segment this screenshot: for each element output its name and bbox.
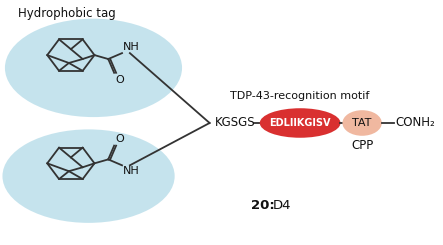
- Text: TDP-43-recognition motif: TDP-43-recognition motif: [230, 91, 370, 101]
- Text: EDLIIKGISV: EDLIIKGISV: [269, 118, 331, 128]
- Ellipse shape: [3, 129, 175, 223]
- Text: 20:: 20:: [251, 198, 275, 211]
- Text: KGSGS: KGSGS: [214, 116, 255, 130]
- Ellipse shape: [5, 19, 182, 117]
- Text: NH: NH: [123, 166, 140, 176]
- Ellipse shape: [260, 108, 341, 138]
- Ellipse shape: [342, 110, 382, 136]
- Text: O: O: [115, 134, 124, 144]
- Text: D4: D4: [272, 198, 291, 211]
- Text: O: O: [115, 75, 124, 85]
- Text: NH: NH: [123, 42, 140, 52]
- Text: Hydrophobic tag: Hydrophobic tag: [18, 7, 116, 20]
- Text: CPP: CPP: [351, 139, 373, 152]
- Text: CONH₂: CONH₂: [396, 116, 435, 130]
- Text: TAT: TAT: [353, 118, 372, 128]
